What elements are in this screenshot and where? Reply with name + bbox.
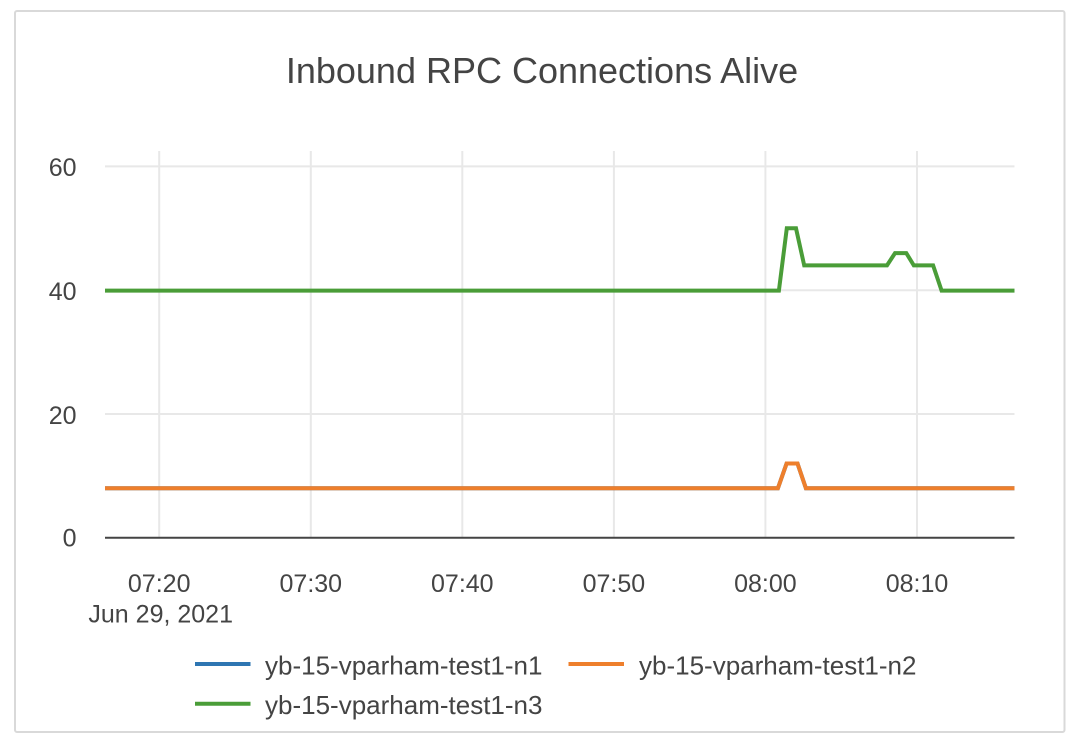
svg-text:20: 20 xyxy=(49,402,77,430)
svg-text:40: 40 xyxy=(49,278,77,306)
svg-text:07:20: 07:20 xyxy=(128,570,191,598)
svg-text:yb-15-vparham-test1-n2: yb-15-vparham-test1-n2 xyxy=(639,650,916,680)
svg-text:08:10: 08:10 xyxy=(886,570,949,598)
svg-text:07:40: 07:40 xyxy=(431,570,494,598)
svg-text:Jun 29, 2021: Jun 29, 2021 xyxy=(88,601,233,629)
svg-text:07:50: 07:50 xyxy=(583,570,646,598)
svg-text:08:00: 08:00 xyxy=(734,570,797,598)
svg-text:0: 0 xyxy=(63,525,77,553)
svg-text:yb-15-vparham-test1-n3: yb-15-vparham-test1-n3 xyxy=(265,690,542,720)
svg-text:60: 60 xyxy=(49,154,77,182)
svg-text:Inbound RPC Connections Alive: Inbound RPC Connections Alive xyxy=(286,50,798,91)
svg-text:07:30: 07:30 xyxy=(280,570,343,598)
svg-text:yb-15-vparham-test1-n1: yb-15-vparham-test1-n1 xyxy=(265,650,542,680)
